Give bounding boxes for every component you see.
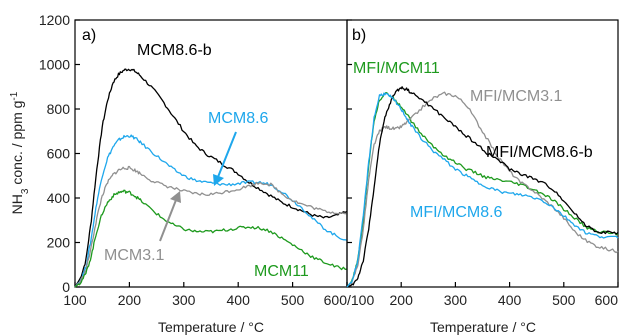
x-tick-label-a-300: 300 [172, 292, 196, 308]
y-tick-label-600: 600 [47, 146, 71, 162]
y-tick-label-800: 800 [47, 101, 71, 117]
arrow-mcm3-1 [159, 191, 181, 242]
series-b-mfi-mcm3-1 [346, 91, 619, 288]
x-tick-label-a-500: 500 [281, 292, 305, 308]
panel-a-series [74, 68, 348, 288]
series-b-mfi-mcm8-6 [346, 92, 619, 288]
x-axis-title-b: Temperature / °C [430, 319, 536, 335]
x-tick-label-a-600: 600 [324, 292, 348, 308]
y-tick-label-1200: 1200 [39, 12, 70, 28]
label-mcm8-6: MCM8.6 [208, 110, 269, 127]
panel-b-ticks: /100 200 300 400 500 600 [346, 19, 619, 308]
series-b-mfi-mcm11 [346, 92, 619, 288]
x-tick-label-a-100: 100 [63, 292, 87, 308]
x-axis-title-a: Temperature / °C [158, 319, 264, 335]
y-tick-label-1000: 1000 [39, 57, 70, 73]
label-mfi-mcm8-6-b: MFI/MCM8.6-b [486, 144, 593, 161]
y-axis-title: NH3 conc. / ppm g-1 [9, 91, 31, 214]
panel-a-letter: a) [82, 27, 96, 44]
y-tick-label-200: 200 [47, 235, 71, 251]
x-tick-label-a-200: 200 [118, 292, 142, 308]
series-a-mcm8-6-b [74, 68, 348, 288]
panel-b: /100 200 300 400 500 600 b) MFI/MCM11 MFI/MCM… [346, 19, 619, 335]
x-tick-label-b-400: 400 [498, 292, 522, 308]
series-a-mcm11 [74, 189, 348, 288]
y-tick-label-0: 0 [62, 279, 70, 295]
label-mcm11: MCM11 [254, 263, 309, 280]
x-tick-label-b-500: 500 [552, 292, 576, 308]
label-mcm3-1: MCM3.1 [104, 247, 165, 264]
label-mcm8-6-b: MCM8.6-b [137, 42, 212, 59]
x-tick-label-b-300: 300 [444, 292, 468, 308]
arrow-mcm8-6 [213, 131, 237, 186]
panel-b-letter: b) [352, 27, 366, 44]
x-tick-label-b-200: 200 [390, 292, 414, 308]
label-mfi-mcm3-1: MFI/MCM3.1 [470, 88, 563, 105]
x-tick-label-b-600: 600 [595, 292, 619, 308]
y-axis-title-main: NH [9, 194, 25, 214]
label-mfi-mcm11: MFI/MCM11 [353, 60, 440, 77]
series-b-mfi-mcm8-6-b [346, 86, 619, 288]
panel-a: 100 200 300 400 500 600020040060080010001200 … [39, 12, 348, 335]
panel-a-ticks: 100 200 300 400 500 600 0 200 400 600 800 1000 1200 [39, 12, 348, 308]
label-mfi-mcm8-6: MFI/MCM8.6 [410, 204, 503, 221]
y-tick-label-400: 400 [47, 190, 71, 206]
y-axis-title-sup: -1 [9, 91, 20, 100]
panel-b-series [346, 86, 619, 288]
y-axis-title-rest: conc. / ppm g [9, 101, 25, 189]
series-a-mcm3-1 [74, 165, 348, 288]
x-tick-label-b-100: /100 [347, 292, 374, 308]
x-tick-label-a-400: 400 [227, 292, 251, 308]
y-axis-title-sub: 3 [20, 188, 31, 194]
